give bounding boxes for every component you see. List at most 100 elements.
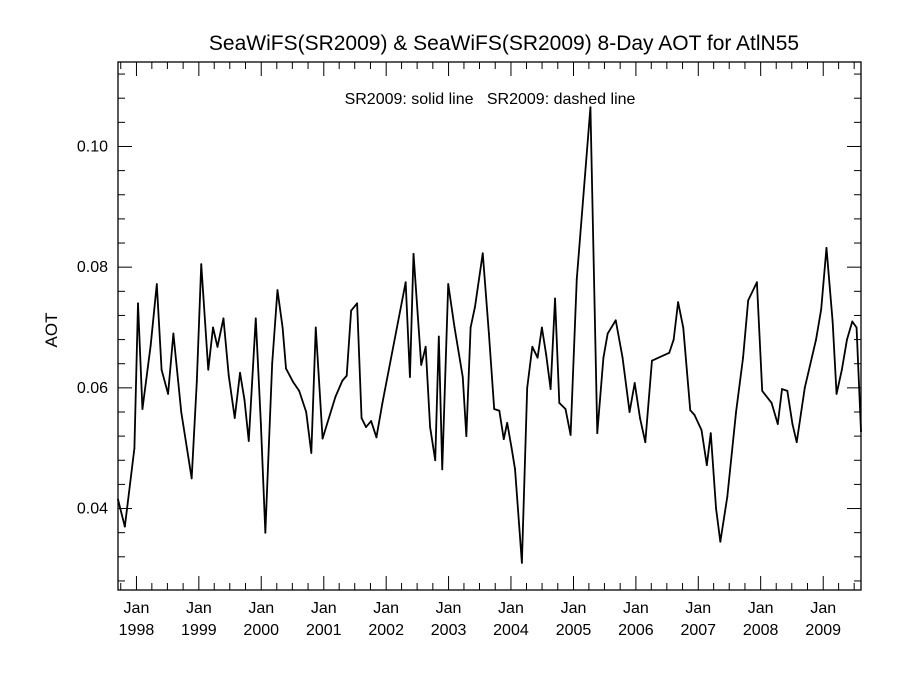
data-point	[514, 468, 516, 471]
x-tick-label-month: Jan	[561, 600, 587, 617]
data-point	[345, 374, 348, 377]
data-point	[510, 447, 513, 450]
data-point	[860, 430, 862, 433]
data-point	[180, 411, 183, 413]
data-point	[195, 380, 198, 383]
data-point	[141, 408, 144, 410]
data-point	[123, 525, 126, 528]
data-point	[846, 338, 848, 341]
data-point	[247, 440, 250, 442]
data-point	[465, 435, 468, 438]
data-point	[429, 426, 431, 428]
data-point	[133, 447, 136, 450]
data-point	[434, 459, 437, 462]
data-point	[545, 353, 548, 356]
x-tick-label-year: 2000	[243, 622, 279, 639]
data-point	[840, 368, 843, 371]
x-tick-label-month: Jan	[311, 600, 337, 617]
x-tick-label-year: 1999	[181, 622, 217, 639]
data-point	[281, 326, 284, 329]
data-point	[506, 421, 509, 424]
data-point	[424, 345, 427, 348]
data-point	[474, 305, 476, 308]
x-tick-label-year: 2006	[618, 622, 654, 639]
data-point	[155, 283, 158, 285]
x-tick-label-year: 1998	[119, 622, 155, 639]
data-point	[167, 392, 169, 395]
data-point	[815, 338, 817, 341]
data-point	[781, 388, 783, 390]
data-point	[488, 332, 490, 335]
data-point	[540, 326, 543, 329]
data-point	[682, 326, 685, 329]
data-point	[227, 374, 230, 377]
data-point	[693, 414, 696, 416]
data-point	[677, 301, 680, 304]
data-point	[447, 283, 450, 285]
data-point	[502, 438, 505, 441]
data-point	[575, 278, 578, 281]
data-point	[554, 297, 556, 300]
data-point	[526, 386, 529, 389]
data-point	[334, 396, 337, 398]
data-point	[628, 411, 631, 413]
data-point	[160, 368, 163, 371]
data-point	[776, 423, 779, 425]
x-tick-label-month: Jan	[436, 600, 462, 617]
data-point	[469, 326, 472, 329]
data-point	[298, 389, 301, 392]
data-point	[756, 281, 758, 284]
data-point	[531, 345, 534, 348]
data-point	[409, 376, 411, 378]
data-point	[761, 389, 764, 392]
data-point	[742, 356, 744, 359]
x-tick-label-year: 2009	[805, 622, 841, 639]
data-point	[549, 388, 552, 390]
data-point	[370, 420, 373, 422]
data-point	[639, 417, 641, 419]
data-point	[310, 452, 313, 454]
x-tick-label-month: Jan	[810, 600, 836, 617]
x-tick-label-month: Jan	[748, 600, 774, 617]
data-point	[851, 320, 854, 323]
data-point	[795, 441, 798, 444]
data-point	[276, 289, 279, 291]
data-point	[314, 326, 317, 329]
data-point	[149, 344, 152, 347]
data-point	[137, 302, 139, 305]
data-point	[700, 429, 703, 431]
data-point	[441, 468, 444, 471]
data-point	[493, 408, 496, 410]
data-point	[375, 436, 378, 439]
data-point	[321, 437, 324, 440]
data-point	[747, 299, 750, 302]
data-point	[651, 359, 653, 362]
data-point	[117, 498, 119, 501]
data-point	[726, 495, 729, 498]
data-point	[271, 362, 274, 365]
data-point	[259, 423, 262, 425]
data-point	[222, 317, 225, 320]
y-tick-label: 0.08	[77, 259, 108, 276]
data-point	[437, 335, 440, 338]
data-point	[855, 326, 858, 329]
x-tick-label-year: 2001	[306, 622, 342, 639]
data-point	[621, 356, 624, 359]
data-point	[360, 417, 363, 419]
data-point	[596, 432, 599, 435]
data-point	[786, 389, 789, 392]
data-point	[264, 531, 267, 534]
data-point	[820, 308, 823, 311]
data-point	[200, 263, 203, 266]
data-point	[569, 434, 572, 436]
data-point	[831, 320, 834, 323]
y-axis-label: AOT	[42, 313, 61, 348]
data-point	[672, 338, 675, 341]
axis-ticks	[118, 62, 861, 590]
data-point	[365, 426, 367, 428]
data-point	[835, 392, 838, 395]
x-tick-label-year: 2005	[556, 622, 592, 639]
data-point	[190, 477, 193, 480]
data-point	[254, 317, 257, 320]
